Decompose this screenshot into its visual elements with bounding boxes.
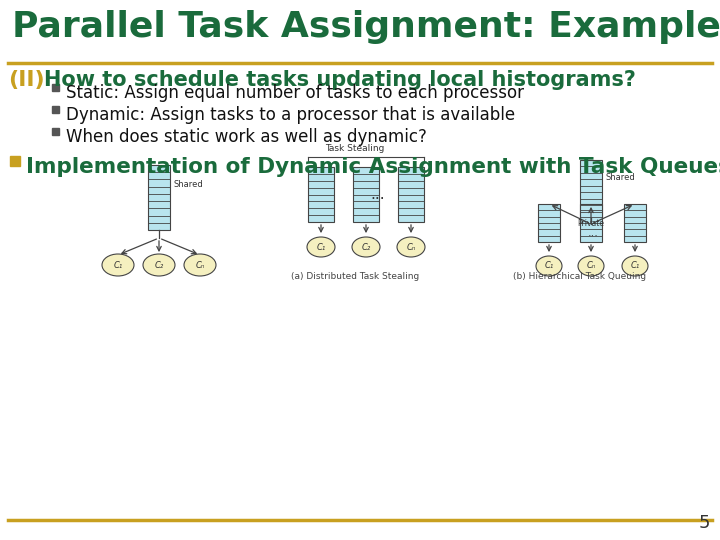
Ellipse shape	[143, 254, 175, 276]
Text: Shared: Shared	[605, 173, 635, 182]
Bar	[52, 106, 59, 113]
Bar	[538, 204, 560, 242]
Bar	[353, 167, 379, 222]
Text: Task Stealing: Task Stealing	[325, 144, 384, 153]
Bar	[148, 165, 170, 230]
Text: 5: 5	[698, 514, 710, 532]
Text: ...: ...	[588, 227, 598, 238]
Text: Static: Assign equal number of tasks to each processor: Static: Assign equal number of tasks to …	[66, 84, 524, 102]
Bar	[398, 167, 424, 222]
Text: How to schedule tasks updating local histograms?: How to schedule tasks updating local his…	[44, 70, 636, 90]
Bar	[52, 84, 59, 91]
Text: (a) Distributed Task Stealing: (a) Distributed Task Stealing	[291, 272, 419, 281]
Bar	[624, 204, 646, 242]
Text: (b) Hierarchical Task Queuing: (b) Hierarchical Task Queuing	[513, 272, 647, 281]
Text: C₁: C₁	[316, 242, 325, 252]
Ellipse shape	[578, 256, 604, 276]
Text: Implementation of Dynamic Assignment with Task Queues: Implementation of Dynamic Assignment wit…	[26, 157, 720, 177]
Ellipse shape	[622, 256, 648, 276]
Text: Parallel Task Assignment: Example: Parallel Task Assignment: Example	[12, 10, 720, 44]
Text: (II): (II)	[8, 70, 45, 90]
Ellipse shape	[397, 237, 425, 257]
Text: C₁: C₁	[631, 261, 639, 271]
Text: C₂: C₂	[361, 242, 371, 252]
Ellipse shape	[536, 256, 562, 276]
Bar	[10, 156, 20, 166]
Bar	[580, 204, 602, 242]
Text: C₁: C₁	[113, 260, 122, 269]
Text: Cₙ: Cₙ	[586, 261, 595, 271]
Text: Cₙ: Cₙ	[406, 242, 415, 252]
Text: C₂: C₂	[154, 260, 163, 269]
Text: Dynamic: Assign tasks to a processor that is available: Dynamic: Assign tasks to a processor tha…	[66, 106, 515, 124]
Text: C₁: C₁	[544, 261, 554, 271]
Bar	[308, 167, 334, 222]
Ellipse shape	[184, 254, 216, 276]
Text: Shared: Shared	[173, 180, 203, 189]
Text: When does static work as well as dynamic?: When does static work as well as dynamic…	[66, 128, 427, 146]
Ellipse shape	[352, 237, 380, 257]
Bar	[580, 160, 602, 218]
Text: ...: ...	[371, 187, 385, 202]
Bar	[52, 128, 59, 135]
Ellipse shape	[102, 254, 134, 276]
Text: Private: Private	[577, 219, 605, 227]
Text: Cₙ: Cₙ	[195, 260, 204, 269]
Ellipse shape	[307, 237, 335, 257]
